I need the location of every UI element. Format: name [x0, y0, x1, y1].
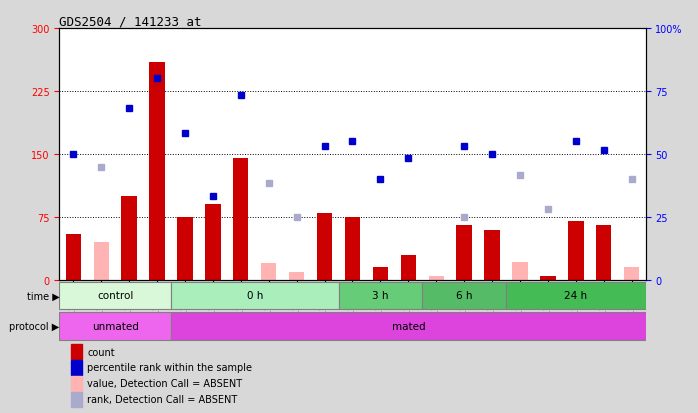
Bar — [339, 282, 422, 310]
Bar — [624, 268, 639, 280]
Bar — [71, 376, 82, 391]
Bar — [205, 205, 221, 280]
Bar — [373, 268, 388, 280]
Bar — [540, 276, 556, 280]
Bar — [94, 243, 109, 280]
Bar — [317, 213, 332, 280]
Bar — [171, 282, 339, 310]
Bar — [289, 272, 304, 280]
Bar — [71, 360, 82, 375]
Text: count: count — [87, 347, 115, 357]
Text: mated: mated — [392, 321, 425, 332]
Bar — [506, 282, 646, 310]
Text: control: control — [97, 291, 133, 301]
Bar — [59, 313, 171, 340]
Bar — [512, 262, 528, 280]
Bar — [121, 197, 137, 280]
Bar — [422, 282, 506, 310]
Bar — [71, 344, 82, 359]
Text: protocol ▶: protocol ▶ — [9, 321, 59, 332]
Text: 24 h: 24 h — [564, 291, 588, 301]
Bar — [484, 230, 500, 280]
Text: value, Detection Call = ABSENT: value, Detection Call = ABSENT — [87, 378, 243, 388]
Bar — [568, 222, 584, 280]
Bar — [171, 313, 646, 340]
Bar — [596, 226, 611, 280]
Bar — [149, 62, 165, 280]
Bar — [59, 282, 171, 310]
Bar — [66, 234, 81, 280]
Text: 3 h: 3 h — [372, 291, 389, 301]
Text: unmated: unmated — [91, 321, 139, 332]
Text: time ▶: time ▶ — [27, 291, 59, 301]
Bar — [345, 218, 360, 280]
Bar — [71, 392, 82, 407]
Text: 6 h: 6 h — [456, 291, 473, 301]
Text: percentile rank within the sample: percentile rank within the sample — [87, 362, 253, 372]
Bar — [261, 263, 276, 280]
Bar — [177, 218, 193, 280]
Text: rank, Detection Call = ABSENT: rank, Detection Call = ABSENT — [87, 394, 238, 404]
Text: 0 h: 0 h — [246, 291, 263, 301]
Bar — [456, 226, 472, 280]
Bar — [401, 255, 416, 280]
Bar — [233, 159, 248, 280]
Text: GDS2504 / 141233_at: GDS2504 / 141233_at — [59, 15, 202, 28]
Bar — [429, 276, 444, 280]
